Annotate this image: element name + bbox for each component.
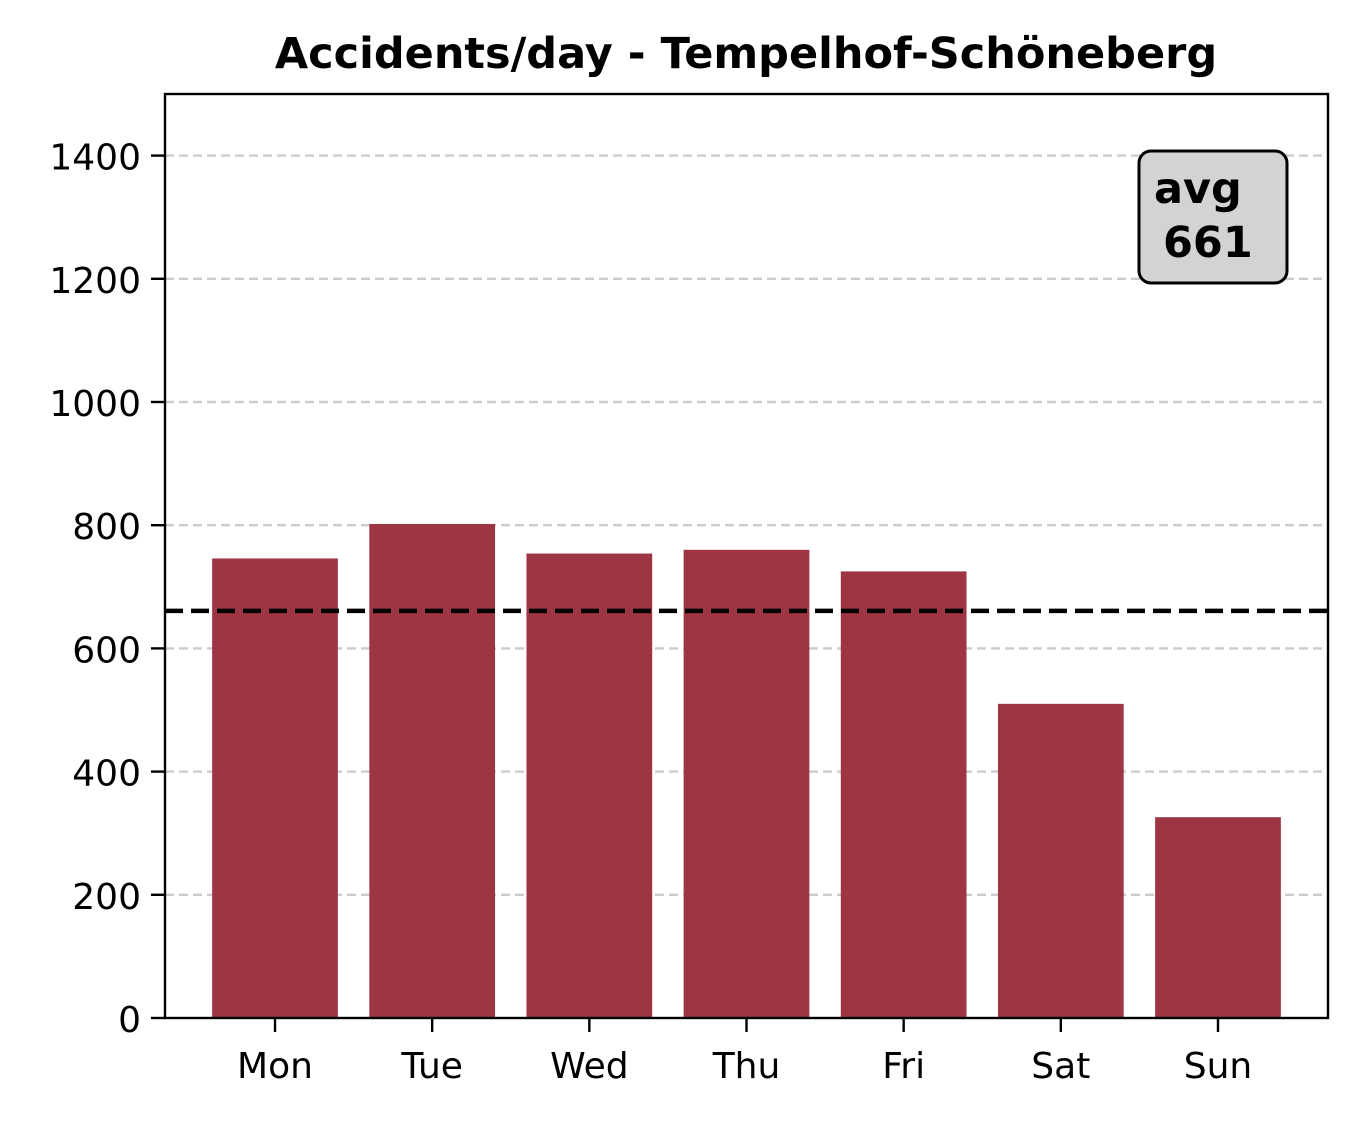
y-tick-label: 200 <box>72 877 141 918</box>
bars <box>212 523 1281 1018</box>
bar-fri <box>840 571 967 1018</box>
axes <box>151 92 1330 1032</box>
x-tick-label-wed: Wed <box>550 1046 629 1087</box>
x-tick-label-tue: Tue <box>400 1046 463 1087</box>
x-tick-label-sun: Sun <box>1184 1046 1252 1087</box>
chart-title: Accidents/day - Tempelhof-Schöneberg <box>275 29 1217 79</box>
x-tick-label-mon: Mon <box>237 1046 313 1087</box>
average-label-value: 661 <box>1163 218 1253 268</box>
y-tick-label: 400 <box>72 754 141 795</box>
x-tick-labels: Mon Tue Wed Thu Fri Sat Sun <box>237 1046 1252 1087</box>
y-tick-label: 1400 <box>49 138 141 179</box>
bar-thu <box>683 549 810 1018</box>
bar-sat <box>997 703 1124 1018</box>
y-tick-labels: 0 200 400 600 800 1000 1200 1400 <box>49 138 141 1041</box>
plot-frame <box>163 92 1330 1020</box>
bar-wed <box>526 553 653 1018</box>
bar-sun <box>1155 817 1281 1018</box>
x-tick-label-fri: Fri <box>882 1046 925 1087</box>
x-tick-label-sat: Sat <box>1031 1046 1090 1087</box>
average-annotation: avg 661 <box>1137 149 1289 285</box>
y-tick-label: 1200 <box>49 261 141 302</box>
average-label-box <box>1137 149 1289 285</box>
y-tick-label: 800 <box>72 507 141 548</box>
average-label-word: avg <box>1154 164 1242 214</box>
y-tick-label: 0 <box>118 1000 141 1041</box>
y-tick-label: 1000 <box>49 384 141 425</box>
bar-mon <box>212 558 338 1018</box>
y-tick-label: 600 <box>72 630 141 671</box>
bar-tue <box>369 523 496 1018</box>
x-tick-label-thu: Thu <box>712 1046 781 1087</box>
